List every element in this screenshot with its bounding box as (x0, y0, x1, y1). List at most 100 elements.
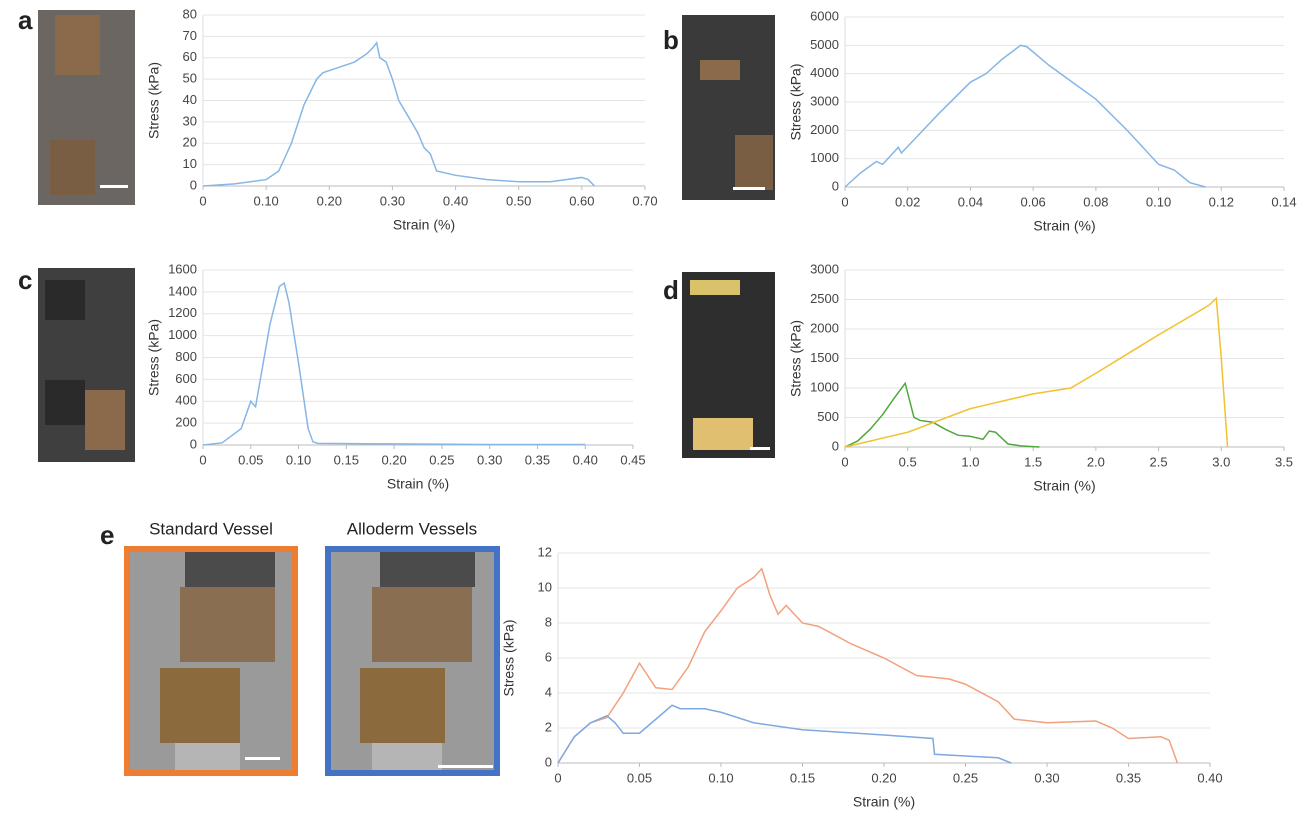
x-tick-label: 0.08 (1083, 194, 1108, 209)
x-tick-label: 0.06 (1020, 194, 1045, 209)
y-tick-label: 2 (545, 719, 552, 734)
y-tick-label: 10 (183, 156, 197, 171)
x-tick-label: 0.20 (381, 452, 406, 467)
photo-title: Standard Vessel (149, 519, 273, 538)
x-tick-label: 0.30 (1034, 770, 1059, 785)
x-tick-label: 0 (554, 770, 561, 785)
y-tick-label: 5000 (810, 37, 839, 52)
x-tick-label: 0.05 (238, 452, 263, 467)
x-tick-label: 0.40 (1197, 770, 1222, 785)
y-tick-label: 2000 (810, 122, 839, 137)
x-tick-label: 0.12 (1209, 194, 1234, 209)
panel-letter: e (100, 520, 114, 550)
x-tick-label: 0 (199, 193, 206, 208)
x-tick-label: 0.05 (627, 770, 652, 785)
panel-letter: a (18, 5, 33, 35)
x-tick-label: 0.02 (895, 194, 920, 209)
y-tick-label: 1500 (810, 350, 839, 365)
y-tick-label: 800 (175, 349, 197, 364)
x-tick-label: 0.14 (1271, 194, 1296, 209)
x-tick-label: 0.40 (573, 452, 598, 467)
y-tick-label: 80 (183, 6, 197, 21)
x-tick-label: 0.10 (286, 452, 311, 467)
photo (325, 546, 500, 776)
x-tick-label: 0.10 (1146, 194, 1171, 209)
y-tick-label: 3000 (810, 93, 839, 108)
y-tick-label: 60 (183, 49, 197, 64)
x-axis-label: Strain (%) (1033, 478, 1095, 494)
x-tick-label: 0.04 (958, 194, 983, 209)
line-series (845, 298, 1228, 447)
x-tick-label: 0 (199, 452, 206, 467)
figure: a0102030405060708000.100.200.300.400.500… (0, 0, 1303, 813)
y-tick-label: 1000 (168, 327, 197, 342)
line-series (203, 283, 585, 445)
y-tick-label: 0 (190, 436, 197, 451)
y-tick-label: 6000 (810, 8, 839, 23)
x-tick-label: 0.60 (569, 193, 594, 208)
y-axis-label: Stress (kPa) (788, 320, 804, 397)
y-tick-label: 1000 (810, 379, 839, 394)
x-tick-label: 0.10 (253, 193, 278, 208)
y-tick-label: 10 (538, 579, 552, 594)
y-tick-label: 0 (190, 177, 197, 192)
x-tick-label: 3.5 (1275, 454, 1293, 469)
x-tick-label: 0 (841, 194, 848, 209)
x-tick-label: 0.15 (334, 452, 359, 467)
y-tick-label: 50 (183, 71, 197, 86)
x-tick-label: 0.30 (380, 193, 405, 208)
x-tick-label: 0.5 (899, 454, 917, 469)
photo (38, 10, 135, 205)
x-tick-label: 2.5 (1150, 454, 1168, 469)
x-tick-label: 0.45 (620, 452, 645, 467)
y-tick-label: 2500 (810, 291, 839, 306)
x-axis-label: Strain (%) (387, 476, 449, 492)
y-tick-label: 500 (817, 409, 839, 424)
y-tick-label: 4000 (810, 65, 839, 80)
x-axis-label: Strain (%) (1033, 218, 1095, 234)
x-tick-label: 0.35 (1116, 770, 1141, 785)
x-tick-label: 0.10 (708, 770, 733, 785)
y-tick-label: 2000 (810, 320, 839, 335)
y-axis-label: Stress (kPa) (501, 619, 517, 696)
x-axis-label: Strain (%) (393, 217, 455, 233)
y-tick-label: 1200 (168, 305, 197, 320)
y-tick-label: 8 (545, 614, 552, 629)
x-tick-label: 3.0 (1212, 454, 1230, 469)
x-tick-label: 0.50 (506, 193, 531, 208)
y-tick-label: 40 (183, 92, 197, 107)
y-tick-label: 0 (832, 178, 839, 193)
line-series (845, 383, 1039, 447)
x-tick-label: 1.5 (1024, 454, 1042, 469)
y-axis-label: Stress (kPa) (146, 62, 162, 139)
line-series (558, 705, 1011, 763)
y-tick-label: 3000 (810, 261, 839, 276)
x-tick-label: 0.35 (525, 452, 550, 467)
y-tick-label: 400 (175, 393, 197, 408)
y-tick-label: 70 (183, 28, 197, 43)
panel-letter: c (18, 265, 32, 295)
y-tick-label: 12 (538, 544, 552, 559)
y-tick-label: 0 (832, 438, 839, 453)
photo (38, 268, 135, 462)
y-tick-label: 1000 (810, 150, 839, 165)
panel-letter: b (663, 25, 679, 55)
y-tick-label: 1400 (168, 283, 197, 298)
y-axis-label: Stress (kPa) (788, 63, 804, 140)
x-tick-label: 0 (841, 454, 848, 469)
y-tick-label: 6 (545, 649, 552, 664)
x-tick-label: 0.20 (317, 193, 342, 208)
photo (682, 272, 775, 458)
line-series (845, 45, 1206, 187)
x-tick-label: 0.25 (429, 452, 454, 467)
x-tick-label: 0.15 (790, 770, 815, 785)
x-tick-label: 0.40 (443, 193, 468, 208)
x-tick-label: 0.25 (953, 770, 978, 785)
y-tick-label: 600 (175, 371, 197, 386)
y-tick-label: 200 (175, 415, 197, 430)
y-tick-label: 0 (545, 754, 552, 769)
x-tick-label: 2.0 (1087, 454, 1105, 469)
x-tick-label: 0.70 (632, 193, 657, 208)
x-tick-label: 0.30 (477, 452, 502, 467)
panel-letter: d (663, 275, 679, 305)
